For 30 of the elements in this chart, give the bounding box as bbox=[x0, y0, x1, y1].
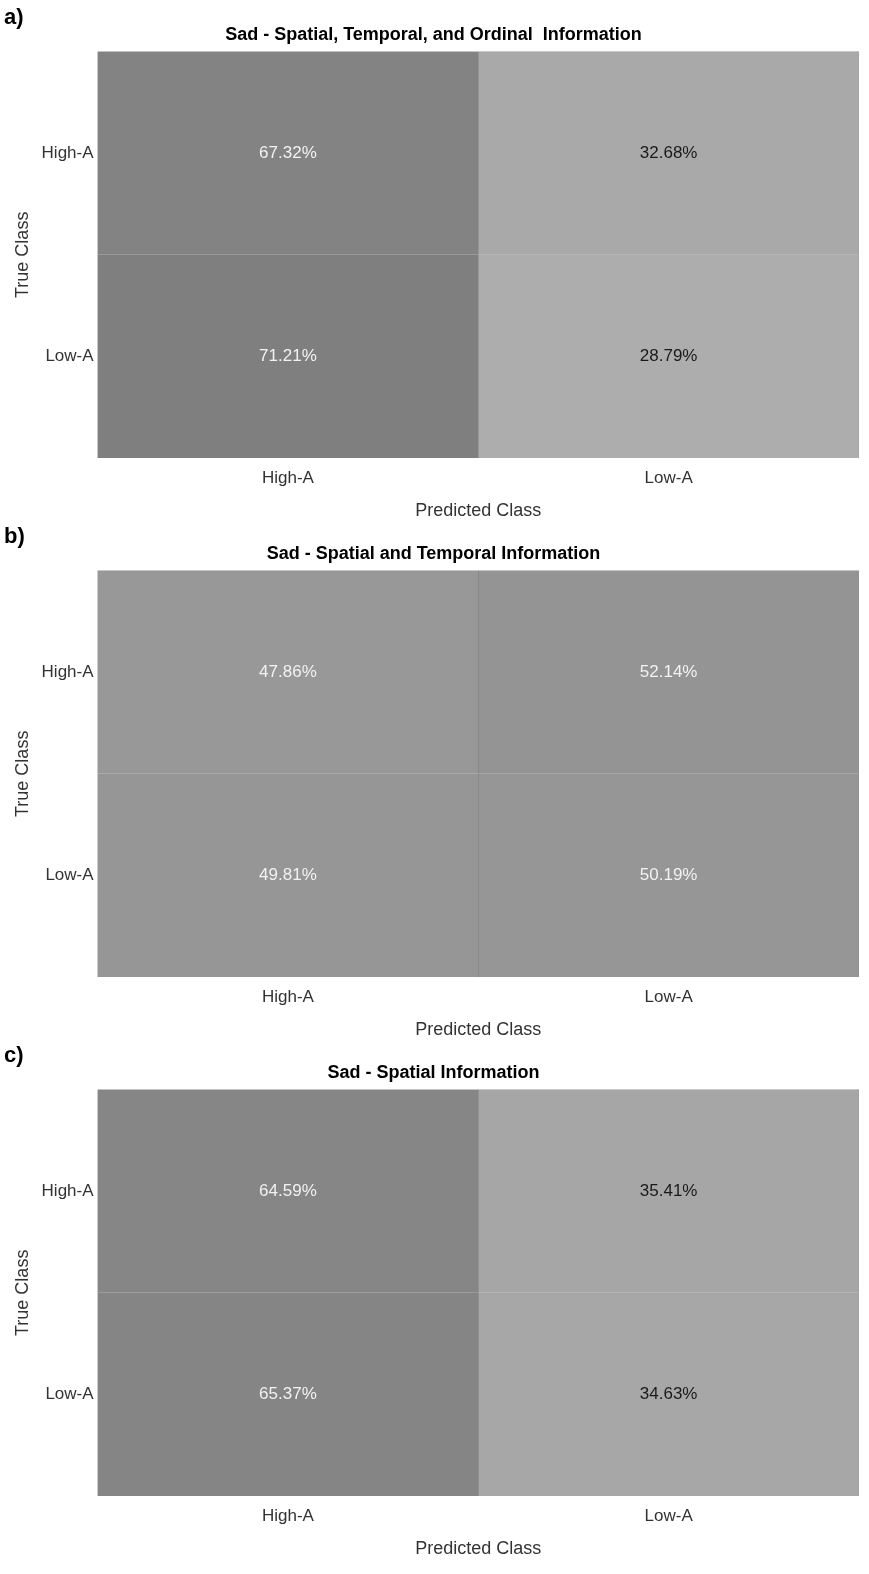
data-label: 32.68% bbox=[639, 142, 698, 162]
x-axis-title: Predicted Class bbox=[415, 1538, 542, 1559]
text: c) bbox=[4, 1042, 24, 1068]
chart-title: Sad - Spatial Information bbox=[327, 1061, 540, 1082]
data-label: 49.81% bbox=[259, 865, 317, 885]
y-tick-label: High-A bbox=[41, 142, 95, 162]
data-label: 52.14% bbox=[639, 661, 698, 681]
y-tick-label: High-A bbox=[41, 661, 95, 681]
chart-title: Sad - Spatial and Temporal Information bbox=[266, 542, 601, 563]
data-label: 64.59% bbox=[259, 1180, 317, 1200]
y-tick-label: High-A bbox=[41, 1180, 95, 1200]
y-tick-label: Low-A bbox=[45, 865, 95, 885]
x-axis-title: Predicted Class bbox=[415, 500, 542, 521]
data-label: 71.21% bbox=[259, 346, 317, 366]
text: b) bbox=[4, 523, 25, 549]
text: a) bbox=[4, 4, 24, 30]
x-axis-title: Predicted Class bbox=[415, 1019, 542, 1040]
data-label: 47.86% bbox=[259, 661, 317, 681]
y-axis-title: True Class bbox=[11, 211, 32, 298]
chart-title: Sad - Spatial, Temporal, and Ordinal Information bbox=[225, 23, 642, 44]
y-axis-title: True Class bbox=[11, 730, 32, 817]
y-tick-label: Low-A bbox=[45, 346, 95, 366]
y-axis-title: True Class bbox=[11, 1249, 32, 1336]
data-label: 67.32% bbox=[259, 142, 317, 162]
data-label: 34.63% bbox=[639, 1384, 698, 1404]
y-tick-label: Low-A bbox=[45, 1384, 95, 1404]
data-label: 65.37% bbox=[259, 1384, 317, 1404]
data-label: 35.41% bbox=[639, 1180, 698, 1200]
data-label: 50.19% bbox=[639, 865, 698, 885]
data-label: 28.79% bbox=[639, 346, 698, 366]
